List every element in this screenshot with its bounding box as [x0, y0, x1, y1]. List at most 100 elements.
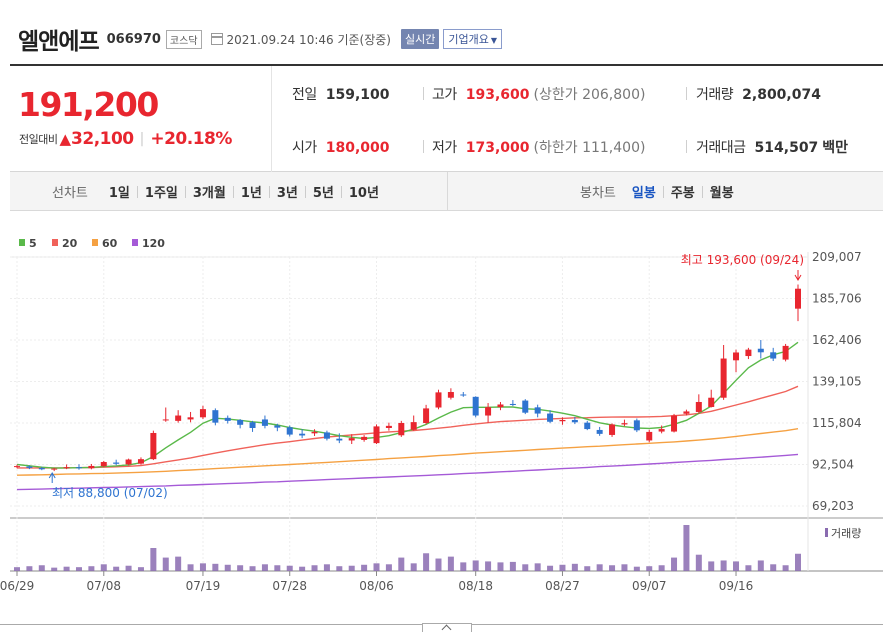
candle-body	[720, 358, 727, 398]
divider	[686, 87, 687, 100]
change-value: 32,100	[71, 129, 134, 149]
candle-body	[683, 411, 690, 414]
candle-body	[385, 425, 392, 428]
period-3m[interactable]: 3개월	[192, 186, 226, 201]
timestamp: 2021.09.24 10:46 기준(장중)	[226, 32, 391, 47]
candle-body	[522, 400, 529, 413]
candle-daily[interactable]: 일봉	[631, 186, 656, 201]
collapse-chart-button[interactable]	[422, 623, 472, 632]
period-10y[interactable]: 10년	[348, 186, 379, 201]
up-arrow-icon	[48, 472, 56, 479]
volume-bar	[51, 567, 58, 571]
candle-body	[299, 433, 306, 436]
candle-body	[795, 288, 801, 309]
candle-body	[113, 462, 120, 464]
volume-bar	[100, 564, 107, 571]
volume-bar	[522, 564, 529, 571]
period-1w[interactable]: 1주일	[144, 186, 178, 201]
candle-body	[88, 465, 95, 469]
open-value: 180,000	[325, 140, 390, 156]
volume-bar	[621, 564, 628, 571]
x-tick-label: 07/28	[272, 579, 307, 593]
x-tick-label: 06/29	[0, 579, 34, 593]
down-arrow-icon	[794, 274, 802, 281]
amount-value: 514,507	[754, 140, 819, 156]
realtime-button[interactable]: 실시간	[400, 29, 440, 49]
divider	[701, 185, 703, 198]
volume-bar	[237, 565, 244, 571]
volume-bar	[509, 561, 516, 571]
volume-bar	[336, 566, 343, 571]
company-info-dropdown[interactable]: 기업개요 ▼	[443, 29, 502, 49]
calendar-icon	[210, 33, 223, 45]
chart-period-bar: 선차트 1일 1주일 3개월 1년 3년 5년 10년 봉차트 일봉 주봉 월봉	[10, 172, 883, 211]
y-tick-label: 115,804	[812, 416, 862, 430]
volume-bar	[175, 556, 182, 571]
high-cell: 고가 193,600 (상한가 206,800)	[432, 84, 645, 104]
prev-close-cell: 전일 159,100	[292, 84, 390, 104]
candle-body	[261, 419, 268, 426]
divider: |	[139, 131, 145, 147]
upper-limit: (상한가 206,800)	[533, 87, 646, 103]
x-tick-label: 08/27	[545, 579, 580, 593]
divider	[232, 185, 234, 198]
chevron-down-icon: ▼	[490, 36, 497, 45]
volume-bar	[137, 567, 144, 571]
open-cell: 시가 180,000	[292, 137, 390, 157]
candle-body	[249, 422, 256, 428]
volume-bar	[633, 566, 640, 571]
volume-bar	[348, 565, 355, 571]
prev-close-label: 전일	[292, 87, 317, 103]
candle-body	[633, 420, 640, 431]
period-1y[interactable]: 1년	[240, 186, 262, 201]
ma120-line	[16, 453, 799, 491]
low-value: 173,000	[465, 140, 530, 156]
market-badge: 코스닥	[165, 29, 202, 49]
volume-bar	[361, 564, 368, 571]
candle-body	[770, 352, 777, 359]
y-tick-label: 69,203	[812, 499, 854, 513]
candle-body	[187, 417, 194, 420]
line-chart-label: 선차트	[52, 186, 88, 201]
volume-bar	[26, 566, 33, 571]
stock-chart[interactable]: 209,007 185,706 162,406 139,105 115,804 92,50…	[0, 230, 883, 610]
candle-body	[509, 403, 516, 406]
period-5y[interactable]: 5년	[312, 186, 334, 201]
candle-body	[584, 422, 591, 430]
period-3y[interactable]: 3년	[276, 186, 298, 201]
legend-label: 5	[29, 237, 37, 250]
volume-bar	[720, 560, 727, 571]
candle-body	[63, 467, 70, 469]
candle-weekly[interactable]: 주봉	[670, 186, 695, 201]
volume-bar	[671, 557, 678, 571]
volume-bar	[460, 562, 467, 571]
candle-body	[175, 415, 182, 421]
volume-bar	[596, 564, 603, 571]
candle-body	[497, 404, 504, 408]
volume-bar	[757, 560, 764, 571]
up-triangle-icon: ▲	[59, 130, 72, 148]
volume-bar	[795, 553, 801, 571]
candle-monthly[interactable]: 월봉	[709, 186, 734, 201]
candle-body	[460, 394, 467, 396]
volume-bar	[435, 558, 442, 571]
candle-body	[323, 432, 330, 439]
amount-cell: 거래대금 514,507 백만	[696, 137, 848, 157]
candle-body	[609, 424, 616, 435]
candle-body	[137, 459, 144, 464]
high-value: 193,600	[465, 87, 530, 103]
volume-bar	[782, 565, 789, 571]
volume-bar	[534, 563, 541, 571]
volume-bar	[447, 556, 454, 571]
volume-bar	[658, 565, 665, 571]
x-tick-label: 09/16	[719, 579, 754, 593]
amount-unit: 백만	[822, 140, 849, 156]
candle-body	[447, 392, 454, 398]
ma5-line	[16, 341, 799, 469]
period-1d[interactable]: 1일	[108, 186, 130, 201]
change-label: 전일대비	[19, 133, 58, 146]
lower-limit: (하한가 111,400)	[533, 140, 646, 156]
volume-bar	[323, 564, 330, 571]
volume-bar	[38, 565, 45, 571]
legend-label: 120	[142, 237, 165, 250]
